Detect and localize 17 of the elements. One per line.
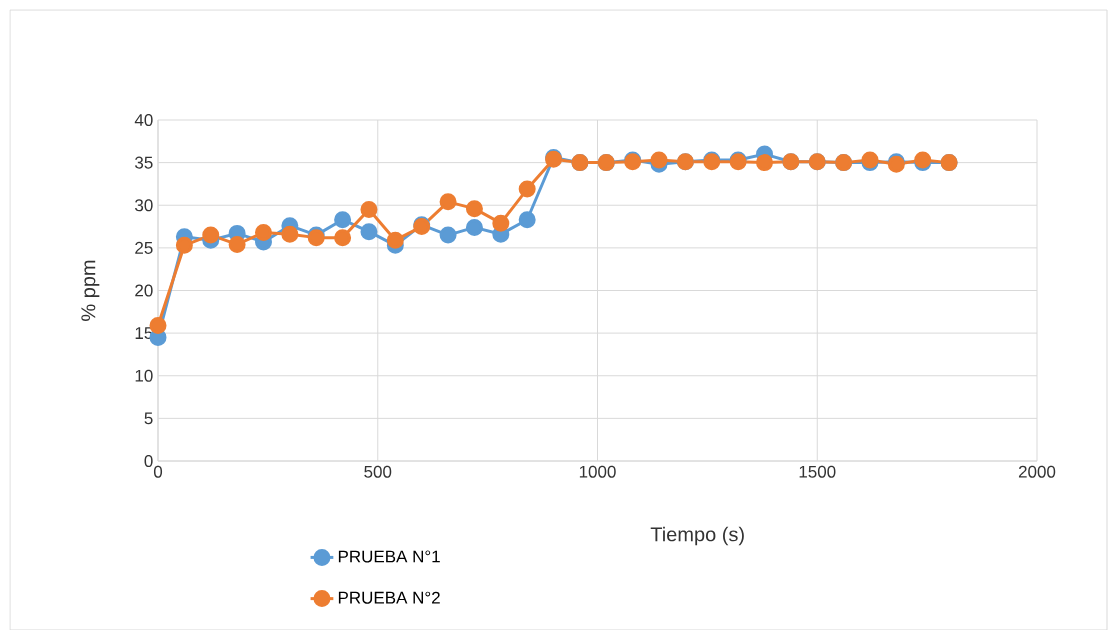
y-tick-label: 25	[135, 241, 153, 254]
y-tick-label: 0	[144, 454, 153, 467]
legend-label: PRUEBA N°2	[338, 591, 440, 604]
y-tick-label: 5	[144, 412, 153, 425]
y-axis-title: % ppm	[81, 260, 100, 321]
x-axis-title: Tiempo (s)	[650, 526, 744, 546]
y-tick-label: 30	[135, 198, 153, 212]
x-tick-label: 0	[153, 465, 163, 478]
legend-label: PRUEBA N°1	[338, 550, 440, 563]
y-tick-label: 35	[135, 156, 153, 169]
x-tick-label: 1500	[799, 465, 836, 478]
y-tick-label: 10	[135, 369, 153, 382]
x-tick-label: 500	[364, 465, 392, 478]
x-tick-label: 2000	[1018, 465, 1056, 478]
y-tick-label: 40	[134, 113, 153, 126]
x-tick-label: 1000	[579, 465, 616, 478]
y-tick-label: 20	[135, 284, 153, 297]
